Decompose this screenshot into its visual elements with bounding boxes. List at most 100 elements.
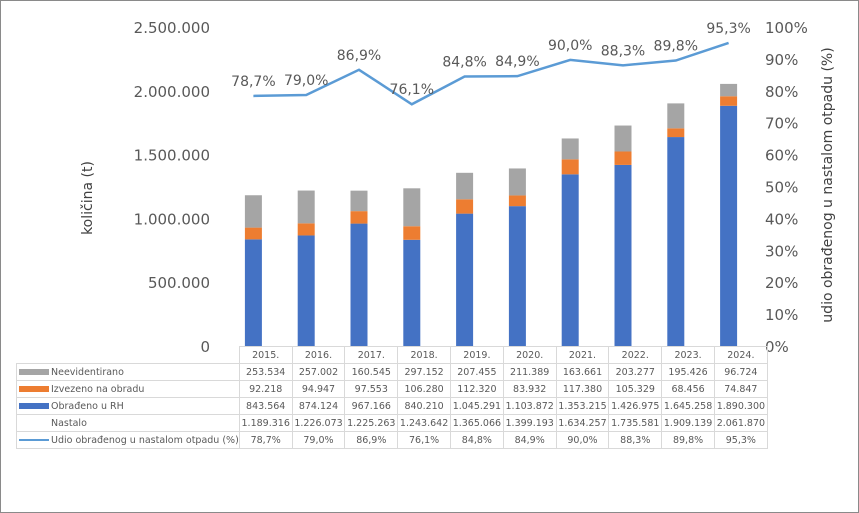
bar-neevidentirano	[403, 188, 421, 227]
bar-izvezeno-na-obradu	[561, 159, 579, 175]
table-cell: 211.389	[502, 363, 557, 381]
table-cell: 88,3%	[608, 431, 663, 449]
bar-obra-eno-u-rh	[244, 239, 262, 347]
table-cell: 257.002	[291, 363, 346, 381]
table-cell: 90,0%	[555, 431, 610, 449]
table-cell: 840.210	[397, 397, 451, 415]
table-cell: 195.426	[661, 363, 715, 381]
y2-tick-label: 60%	[765, 147, 798, 165]
table-cell: 1.645.258	[661, 397, 715, 415]
bar-neevidentirano	[456, 172, 474, 200]
bar-neevidentirano	[614, 125, 632, 152]
table-cell: 1.189.316	[238, 414, 293, 432]
table-cell: 76,1%	[397, 431, 451, 449]
year-header: 2021.	[555, 346, 610, 364]
bar-izvezeno-na-obradu	[667, 128, 685, 138]
table-cell: 112.320	[449, 380, 504, 398]
bar-izvezeno-na-obradu	[350, 211, 368, 224]
table-cell: 1.735.581	[608, 414, 663, 432]
table-cell: 203.277	[608, 363, 663, 381]
table-cell: 83.932	[502, 380, 557, 398]
series-name: Neevidentirano	[51, 366, 124, 378]
table-cell: 1.243.642	[397, 414, 451, 432]
year-header: 2017.	[344, 346, 399, 364]
table-cell: 1.353.215	[555, 397, 610, 415]
y-tick-label: 1.500.000	[134, 147, 210, 165]
bar-neevidentirano	[244, 195, 262, 228]
table-row: Izvezeno na obradu 92.218 94.947 97.553 106.…	[16, 380, 768, 398]
bar-neevidentirano	[720, 83, 738, 97]
share-data-label: 84,9%	[495, 54, 539, 70]
year-header: 2019.	[449, 346, 504, 364]
bar-izvezeno-na-obradu	[614, 151, 632, 165]
y-tick-label: 2.500.000	[134, 19, 210, 37]
table-cell: 967.166	[344, 397, 399, 415]
table-corner	[17, 347, 240, 364]
table-cell: 74.847	[713, 380, 768, 398]
table-header-row: 2015. 2016. 2017. 2018. 2019. 2020. 2021. 2022.…	[17, 346, 768, 364]
table-cell: 1.225.263	[344, 414, 399, 432]
legend-entry: Neevidentirano	[16, 363, 240, 381]
table-cell: 1.103.872	[502, 397, 557, 415]
table-cell: 68.456	[661, 380, 715, 398]
year-header: 2023.	[661, 346, 715, 364]
table-cell: 163.661	[555, 363, 610, 381]
y-tick-label: 0	[200, 338, 210, 356]
bar-obra-eno-u-rh	[456, 213, 474, 347]
series-name: Udio obrađenog u nastalom otpadu (%)	[51, 434, 239, 446]
series-name: Obrađeno u RH	[51, 400, 124, 412]
y-tick-label: 2.000.000	[134, 83, 210, 101]
legend-key	[19, 386, 49, 392]
share-data-label: 89,8%	[654, 39, 698, 55]
bar-neevidentirano	[667, 103, 685, 129]
bar-izvezeno-na-obradu	[403, 226, 421, 240]
bar-neevidentirano	[561, 138, 579, 160]
table-cell: 95,3%	[713, 431, 768, 449]
share-data-label: 90,0%	[548, 38, 592, 54]
legend-entry: Obrađeno u RH	[16, 397, 240, 415]
legend-key	[19, 369, 49, 375]
table-cell: 1.226.073	[291, 414, 346, 432]
share-data-label: 79,0%	[284, 73, 328, 89]
table-cell: 253.534	[238, 363, 293, 381]
y2-axis-title: udio obrađenog u nastalom otpadu (%)	[820, 47, 836, 322]
table-cell: 89,8%	[661, 431, 715, 449]
table-cell: 1.399.193	[502, 414, 557, 432]
y2-tick-label: 0%	[765, 338, 789, 356]
table-row: Nastalo 1.189.316 1.226.073 1.225.263 1.243.…	[16, 414, 768, 432]
share-data-label: 76,1%	[390, 82, 434, 98]
bar-obra-eno-u-rh	[667, 137, 685, 347]
table-cell: 84,9%	[502, 431, 557, 449]
bar-obra-eno-u-rh	[350, 223, 368, 347]
series-name: Nastalo	[51, 417, 87, 429]
series-name: Izvezeno na obradu	[51, 383, 145, 395]
table-cell: 297.152	[397, 363, 451, 381]
year-header: 2018.	[397, 346, 451, 364]
bar-izvezeno-na-obradu	[456, 199, 474, 214]
bar-obra-eno-u-rh	[297, 235, 315, 347]
bar-neevidentirano	[508, 168, 526, 196]
bar-izvezeno-na-obradu	[508, 195, 526, 207]
y2-tick-label: 90%	[765, 51, 798, 69]
data-table: 2015. 2016. 2017. 2018. 2019. 2020. 2021. 2022.…	[16, 346, 768, 449]
year-header: 2024.	[713, 346, 768, 364]
legend-entry: Nastalo	[16, 414, 240, 432]
y2-tick-label: 10%	[765, 306, 798, 324]
table-cell: 106.280	[397, 380, 451, 398]
share-line	[253, 41, 729, 106]
bar-izvezeno-na-obradu	[244, 227, 262, 240]
share-data-label: 84,8%	[442, 54, 486, 70]
share-data-label: 86,9%	[337, 48, 381, 64]
bar-obra-eno-u-rh	[614, 164, 632, 347]
table-cell: 117.380	[555, 380, 610, 398]
year-header: 2015.	[238, 346, 293, 364]
bar-obra-eno-u-rh	[508, 206, 526, 347]
legend-entry: Udio obrađenog u nastalom otpadu (%)	[16, 431, 240, 449]
table-cell: 97.553	[344, 380, 399, 398]
year-header: 2016.	[291, 346, 346, 364]
legend-entry: Izvezeno na obradu	[16, 380, 240, 398]
legend-key	[19, 439, 49, 441]
table-cell: 105.329	[608, 380, 663, 398]
table-cell: 1.909.139	[661, 414, 715, 432]
